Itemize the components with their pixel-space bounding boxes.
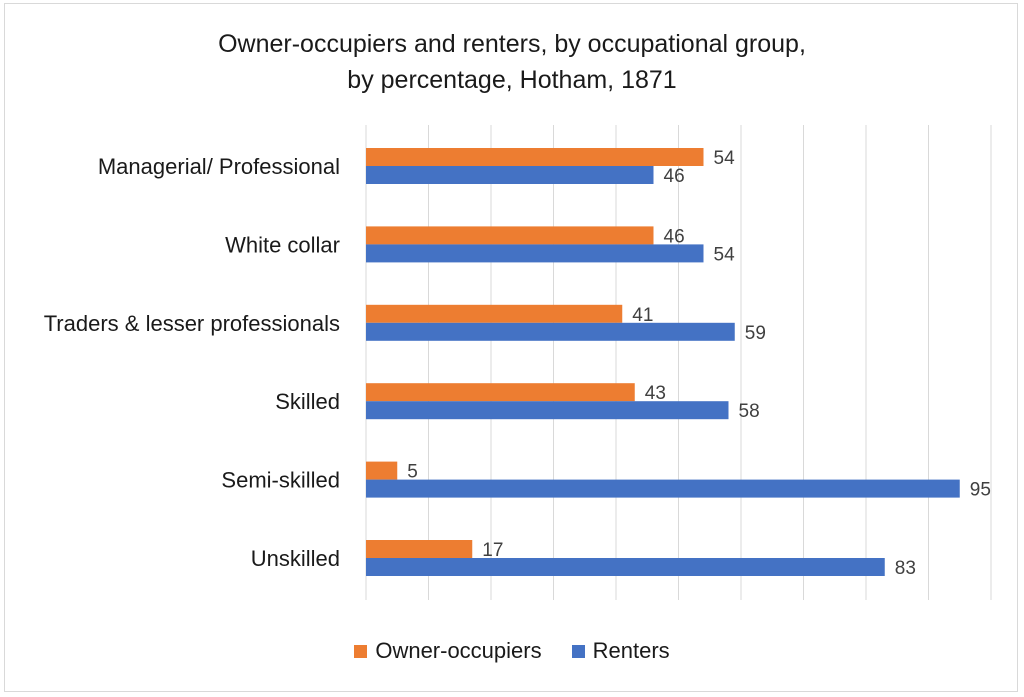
data-label-renters-unskilled: 83	[895, 558, 916, 579]
bar-renters-white-collar	[366, 244, 704, 263]
data-labels: 54 46 46 54 41 59 43 58 5 95 17 83	[407, 148, 991, 579]
legend-swatch-renters	[571, 644, 585, 658]
data-label-renters-white-collar: 54	[714, 244, 736, 265]
bar-owner-occupiers-skilled	[366, 383, 635, 402]
data-label-owner-occupiers-white-collar: 46	[664, 226, 685, 247]
category-label-traders-lesser-professionals: Traders & lesser professionals	[44, 311, 340, 336]
legend-item-owner-occupiers: Owner-occupiers	[354, 638, 542, 664]
category-label-white-collar: White collar	[225, 232, 340, 257]
bar-owner-occupiers-traders-lesser-professionals	[366, 304, 623, 323]
category-label-skilled: Skilled	[275, 389, 340, 414]
chart-title: Owner-occupiers and renters, by occupati…	[0, 26, 1024, 98]
category-label-managerial-professional: Managerial/ Professional	[98, 154, 340, 179]
bar-renters-traders-lesser-professionals	[366, 322, 735, 341]
data-label-owner-occupiers-unskilled: 17	[482, 540, 503, 561]
data-label-owner-occupiers-semi-skilled: 5	[407, 462, 418, 483]
bar-renters-unskilled	[366, 558, 885, 576]
bar-renters-skilled	[366, 401, 729, 420]
bar-owner-occupiers-unskilled	[366, 540, 473, 558]
data-label-renters-managerial-professional: 46	[664, 166, 685, 187]
bar-owner-occupiers-semi-skilled	[366, 461, 398, 480]
data-label-owner-occupiers-skilled: 43	[645, 383, 666, 404]
legend-label-renters: Renters	[592, 638, 670, 663]
legend-swatch-owner-occupiers	[354, 644, 368, 658]
data-label-owner-occupiers-traders-lesser-professionals: 41	[632, 305, 653, 326]
bar-owner-occupiers-white-collar	[366, 226, 654, 245]
legend: Owner-occupiers Renters	[0, 638, 1024, 664]
data-label-renters-skilled: 58	[739, 401, 760, 422]
gridlines	[365, 125, 992, 600]
chart-title-line-1: Owner-occupiers and renters, by occupati…	[218, 30, 806, 58]
data-label-renters-traders-lesser-professionals: 59	[745, 323, 766, 344]
category-labels: Managerial/ Professional White collar Trad…	[44, 154, 340, 571]
data-label-owner-occupiers-managerial-professional: 54	[714, 148, 736, 169]
bars	[366, 148, 960, 576]
legend-label-owner-occupiers: Owner-occupiers	[375, 638, 542, 663]
legend-item-renters: Renters	[571, 638, 670, 664]
chart-title-line-2: by percentage, Hotham, 1871	[347, 66, 677, 94]
data-label-renters-semi-skilled: 95	[970, 480, 991, 501]
bar-renters-semi-skilled	[366, 479, 960, 498]
bar-owner-occupiers-managerial-professional	[366, 148, 704, 166]
bar-renters-managerial-professional	[366, 166, 654, 184]
category-label-unskilled: Unskilled	[251, 546, 340, 571]
chart-frame	[4, 3, 1018, 692]
category-label-semi-skilled: Semi-skilled	[221, 468, 340, 493]
